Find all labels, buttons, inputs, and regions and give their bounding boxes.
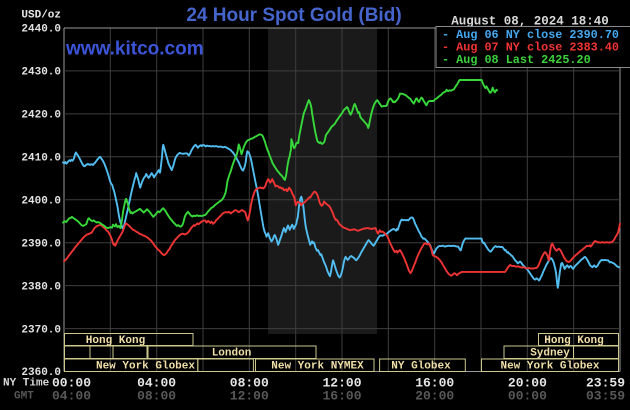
svg-text:04:00: 04:00 (52, 389, 91, 404)
svg-text:New York Globex: New York Globex (96, 361, 195, 373)
svg-text:23:59: 23:59 (586, 376, 625, 391)
svg-text:www.kitco.com: www.kitco.com (65, 39, 204, 60)
svg-text:08:00: 08:00 (137, 389, 176, 404)
svg-text:2410.0: 2410.0 (21, 153, 61, 165)
svg-text:New York Globex: New York Globex (500, 361, 599, 373)
svg-text:2360.0: 2360.0 (21, 367, 61, 379)
svg-text:GMT: GMT (14, 391, 34, 403)
svg-text:20:00: 20:00 (508, 376, 547, 391)
svg-text:NY Time: NY Time (3, 378, 50, 390)
svg-text:- Aug 06 NY close 2390.70: - Aug 06 NY close 2390.70 (442, 28, 619, 42)
svg-text:00:00: 00:00 (508, 389, 547, 404)
svg-text:03:59: 03:59 (586, 389, 625, 404)
svg-text:12:00: 12:00 (230, 389, 269, 404)
svg-text:16:00: 16:00 (415, 376, 454, 391)
svg-text:20:00: 20:00 (415, 389, 454, 404)
svg-text:Hong Kong: Hong Kong (544, 335, 603, 347)
svg-text:2390.0: 2390.0 (21, 238, 61, 250)
svg-text:New York NYMEX: New York NYMEX (271, 361, 364, 373)
svg-text:04:00: 04:00 (137, 376, 176, 391)
svg-text:- Aug 08 Last 2425.20: - Aug 08 Last 2425.20 (442, 53, 591, 67)
svg-text:12:00: 12:00 (322, 376, 361, 391)
svg-text:August 08, 2024 18:40: August 08, 2024 18:40 (451, 15, 609, 29)
svg-text:NY Globex: NY Globex (391, 361, 451, 373)
svg-text:24 Hour Spot Gold (Bid): 24 Hour Spot Gold (Bid) (186, 5, 401, 26)
svg-text:- Aug 07 NY close 2383.40: - Aug 07 NY close 2383.40 (442, 40, 619, 54)
svg-text:Hong Kong: Hong Kong (86, 335, 145, 347)
svg-text:2440.0: 2440.0 (21, 24, 61, 36)
svg-text:Sydney: Sydney (530, 348, 570, 360)
svg-text:08:00: 08:00 (230, 376, 269, 391)
svg-text:2420.0: 2420.0 (21, 110, 61, 122)
svg-text:16:00: 16:00 (322, 389, 361, 404)
svg-text:2400.0: 2400.0 (21, 195, 61, 207)
svg-text:2370.0: 2370.0 (21, 324, 61, 336)
svg-text:2430.0: 2430.0 (21, 67, 61, 79)
svg-text:00:00: 00:00 (52, 376, 91, 391)
svg-text:London: London (212, 348, 252, 360)
svg-text:2380.0: 2380.0 (21, 281, 61, 293)
svg-text:USD/oz: USD/oz (21, 10, 61, 22)
